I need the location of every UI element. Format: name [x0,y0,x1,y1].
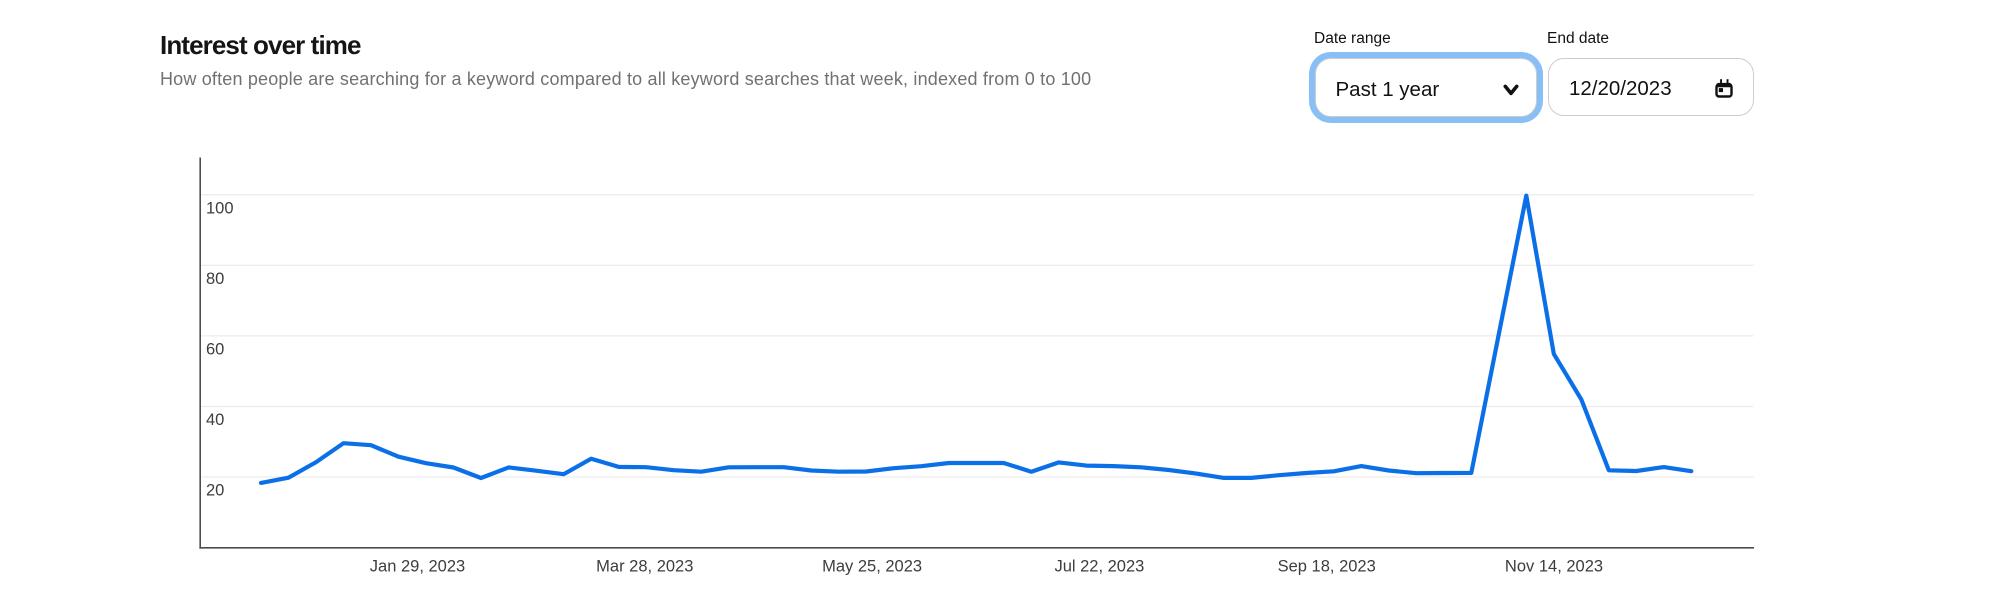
svg-text:Sep 18, 2023: Sep 18, 2023 [1278,557,1376,575]
svg-text:40: 40 [206,411,224,429]
svg-text:Jul 22, 2023: Jul 22, 2023 [1054,557,1144,575]
svg-text:Mar 28, 2023: Mar 28, 2023 [596,557,693,575]
svg-text:100: 100 [206,199,234,217]
svg-text:Nov 14, 2023: Nov 14, 2023 [1505,557,1603,575]
svg-text:80: 80 [206,270,224,288]
svg-text:20: 20 [206,482,224,500]
svg-text:May 25, 2023: May 25, 2023 [822,557,922,575]
svg-text:Jan 29, 2023: Jan 29, 2023 [370,557,465,575]
svg-text:60: 60 [206,341,224,359]
